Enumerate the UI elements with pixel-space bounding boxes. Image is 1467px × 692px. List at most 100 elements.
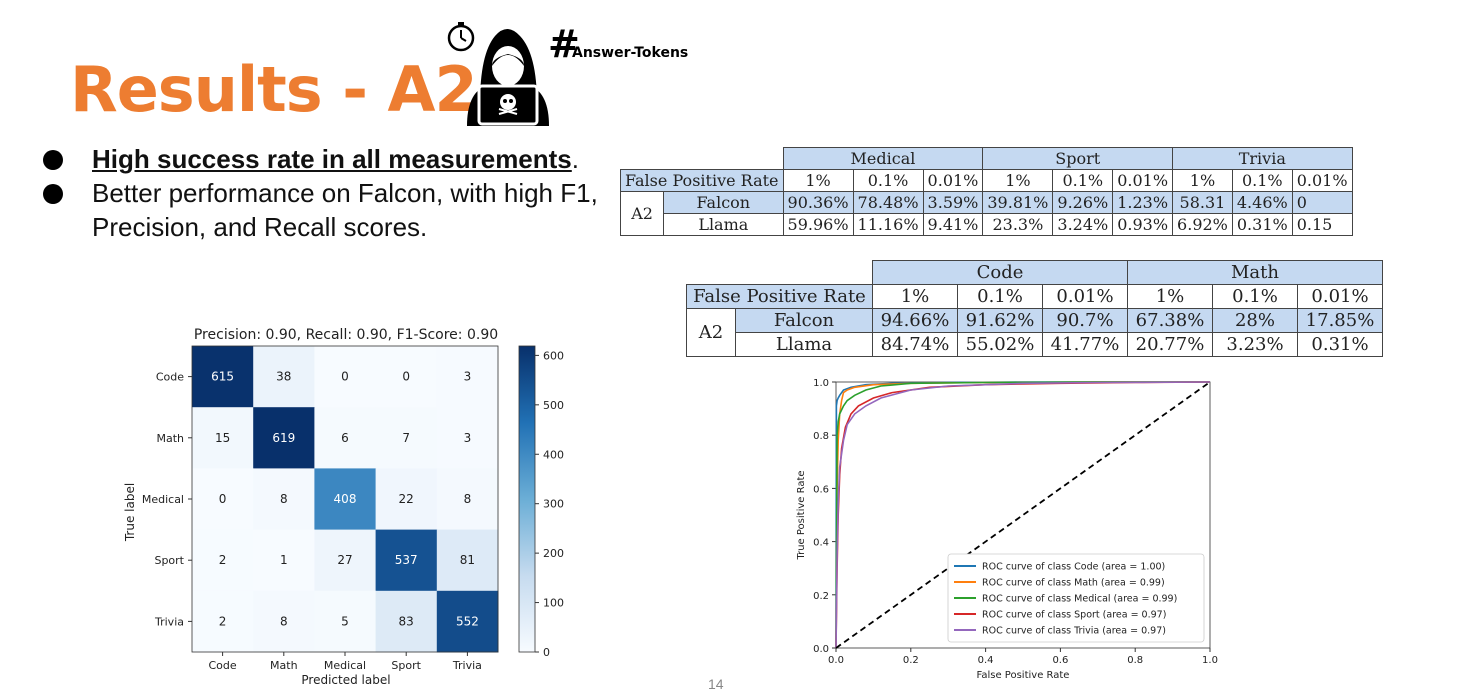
y-tick-label: 0.2: [813, 591, 829, 602]
bullet-suffix: .: [571, 144, 580, 174]
table-cell: 3.59%: [922, 191, 984, 214]
cell-value-label: 0: [402, 370, 410, 384]
legend-label: ROC curve of class Code (area = 1.00): [982, 562, 1165, 573]
model-name: Llama: [663, 213, 784, 236]
heatmap-cell: [192, 346, 254, 408]
heatmap-cell: [192, 407, 254, 469]
bullet-dot-icon: [43, 150, 63, 170]
table-cell: 84.74%: [872, 332, 958, 357]
bullet-item: Better performance on Falcon, with high …: [40, 176, 652, 244]
colorbar-tick-label: 500: [543, 399, 564, 412]
cell-value-label: 408: [334, 492, 357, 506]
table-cell: 0: [1291, 191, 1353, 214]
fpr-cell: 0.01%: [1042, 284, 1128, 309]
legend-label: ROC curve of class Trivia (area = 0.97): [982, 626, 1166, 637]
cell-value-label: 15: [215, 431, 230, 445]
table-cell: 0.31%: [1231, 213, 1293, 236]
heatmap-cell: [314, 346, 377, 408]
cell-value-label: 3: [464, 431, 472, 445]
roc-series-line: [835, 381, 1211, 649]
fpr-cell: 0.1%: [1231, 169, 1293, 192]
x-tick-label: 0.0: [828, 655, 844, 666]
table-cell: 1.23%: [1112, 191, 1174, 214]
table-cell: 58.31: [1172, 191, 1233, 214]
cell-value-label: 3: [464, 370, 472, 384]
fpr-cell: 0.01%: [1297, 284, 1383, 309]
fpr-cell: 1%: [782, 169, 854, 192]
cell-value-label: 0: [341, 370, 349, 384]
hacker-icon: [447, 22, 549, 126]
table-cell: 9.26%: [1052, 191, 1114, 214]
table-cell: 0.31%: [1297, 332, 1383, 357]
fpr-cell: 0.01%: [1291, 169, 1353, 192]
table-group-header: Code: [872, 260, 1128, 285]
heatmap-cell: [192, 468, 254, 531]
heatmap-cell: [253, 529, 315, 592]
y-tick-label: 0.4: [813, 538, 829, 549]
slide-title: Results - A2: [70, 53, 478, 126]
fpr-cell: 1%: [982, 169, 1054, 192]
table-cell: 28%: [1212, 308, 1298, 333]
table-cell: 41.77%: [1042, 332, 1128, 357]
fpr-cell: 0.01%: [922, 169, 984, 192]
heatmap-cell: [436, 346, 499, 408]
table-cell: 94.66%: [872, 308, 958, 333]
colorbar-tick-label: 300: [543, 498, 564, 511]
table-cell: 55.02%: [957, 332, 1043, 357]
group-label: A2: [619, 191, 665, 236]
heatmap-cell: [375, 529, 438, 592]
heatmap-cell: [436, 407, 499, 469]
cell-value-label: 8: [280, 492, 288, 506]
y-tick-label: Code: [156, 371, 184, 384]
y-axis-label: True Positive Rate: [796, 470, 807, 560]
table-cell: 9.41%: [922, 213, 984, 236]
cell-value-label: 38: [276, 370, 291, 384]
cell-value-label: 0: [219, 492, 227, 506]
heatmap-cell: [375, 468, 438, 531]
table-group-header: Medical: [782, 147, 984, 170]
heatmap-cell: [375, 590, 438, 653]
bullet-text: High success rate in all measurements: [92, 144, 572, 174]
fpr-cell: 0.1%: [1052, 169, 1114, 192]
cell-value-label: 2: [219, 614, 227, 628]
x-tick-label: Code: [209, 659, 237, 672]
table-cell: 11.16%: [852, 213, 924, 236]
x-axis-label: False Positive Rate: [977, 670, 1070, 681]
heatmap-cell: [192, 590, 254, 653]
heatmap-cell: [253, 346, 315, 408]
colorbar-tick-label: 0: [543, 646, 550, 659]
results-table-medical-sport-trivia: Medical Sport Trivia False Positive Rate…: [619, 147, 1353, 236]
bullet-item: High success rate in all measurements.: [40, 142, 672, 176]
y-tick-label: Medical: [142, 493, 184, 506]
table-group-header: Math: [1127, 260, 1383, 285]
table-cell: 91.62%: [957, 308, 1043, 333]
x-tick-label: Medical: [324, 659, 366, 672]
cell-value-label: 552: [456, 614, 479, 628]
cell-value-label: 22: [399, 492, 414, 506]
y-tick-label: 0.8: [813, 431, 829, 442]
y-tick-label: Sport: [154, 554, 184, 567]
cell-value-label: 619: [272, 431, 295, 445]
table-cell: 3.24%: [1052, 213, 1114, 236]
fpr-cell: 1%: [1172, 169, 1233, 192]
table-cell: 59.96%: [782, 213, 854, 236]
legend-box: [947, 553, 1205, 643]
cell-value-label: 8: [280, 614, 288, 628]
colorbar: [518, 345, 536, 653]
x-tick-label: 0.6: [1052, 655, 1068, 666]
colorbar-tick-label: 100: [543, 597, 564, 610]
table-group-header: Sport: [982, 147, 1174, 170]
bullet-text: Better performance on Falcon, with high …: [92, 178, 598, 242]
table-cell: 90.7%: [1042, 308, 1128, 333]
y-axis-label: True label: [123, 483, 137, 542]
table-cell: 39.81%: [982, 191, 1054, 214]
fpr-cell: 1%: [1127, 284, 1213, 309]
model-name: Falcon: [735, 308, 873, 333]
y-tick-label: 0.6: [813, 484, 829, 495]
cell-value-label: 83: [399, 614, 414, 628]
heatmap-cell: [436, 590, 499, 653]
hash-symbol: #: [548, 22, 580, 66]
fpr-cell: 1%: [872, 284, 958, 309]
chance-diagonal-line: [835, 381, 1211, 649]
roc-series-line: [835, 381, 1210, 649]
